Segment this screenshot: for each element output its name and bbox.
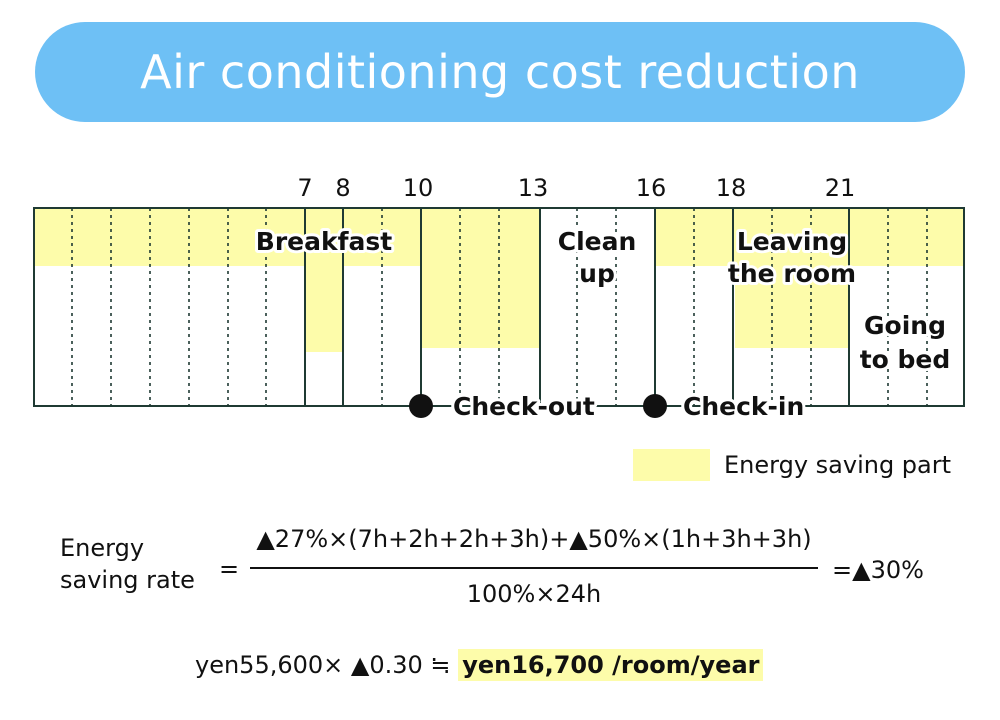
energy-saving-areas <box>34 208 964 352</box>
leaving-room-label-line2: the room <box>728 259 856 288</box>
legend-swatch <box>633 449 710 481</box>
title-banner: Air conditioning cost reduction <box>35 22 965 122</box>
formula-numerator: ▲27%×(7h+2h+2h+3h)+▲50%×(1h+3h+3h) <box>256 525 812 553</box>
going-to-bed-label-line2: to bed <box>860 345 951 374</box>
annual-savings-summary: yen55,600× ▲0.30 ≒ yen16,700 /room/year <box>195 648 764 682</box>
hour-label: 7 <box>297 174 312 202</box>
formula-lhs-line2: saving rate <box>60 566 195 594</box>
check-in-marker-dot <box>643 394 667 418</box>
daily-schedule-diagram: 7 8 10 13 16 18 21 Breakfast Clean up Le… <box>33 174 965 421</box>
clean-up-label-line1: Clean <box>558 227 637 256</box>
clean-up-label-line2: up <box>579 259 615 288</box>
fraction-line <box>250 567 818 569</box>
equals-sign: = <box>219 555 240 583</box>
legend: Energy saving part <box>633 448 951 482</box>
going-to-bed-label-line1: Going <box>864 311 946 340</box>
hour-label: 8 <box>335 174 350 202</box>
energy-saving-formula: Energy saving rate = ▲27%×(7h+2h+2h+3h)+… <box>0 520 1000 620</box>
check-in-label: Check-in <box>683 392 804 421</box>
legend-label: Energy saving part <box>724 451 952 479</box>
summary-calculation: yen55,600× ▲0.30 ≒ <box>195 651 459 679</box>
hour-label: 16 <box>636 174 667 202</box>
formula-result: =▲30% <box>832 556 924 584</box>
boundary-lines <box>304 208 850 406</box>
check-out-label: Check-out <box>453 392 595 421</box>
saving-area-leaving-room <box>735 266 849 348</box>
hour-gridlines <box>71 208 928 406</box>
formula-lhs: Energy saving rate <box>60 532 195 596</box>
saving-area-after-checkin <box>655 208 964 266</box>
timeline-frame <box>33 207 965 407</box>
hour-label: 18 <box>716 174 747 202</box>
breakfast-label: Breakfast <box>256 227 392 256</box>
page-title: Air conditioning cost reduction <box>140 45 860 99</box>
check-out-marker-dot <box>409 394 433 418</box>
formula-lhs-line1: Energy <box>60 534 145 562</box>
saving-area-breakfast-extension <box>305 266 343 352</box>
hour-label: 10 <box>403 174 434 202</box>
saving-area-after-checkout <box>421 208 540 348</box>
hour-label: 21 <box>825 174 856 202</box>
summary-answer: yen16,700 /room/year <box>458 649 764 681</box>
formula-denominator: 100%×24h <box>466 580 602 608</box>
hour-label: 13 <box>518 174 549 202</box>
leaving-room-label-line1: Leaving <box>737 227 847 256</box>
